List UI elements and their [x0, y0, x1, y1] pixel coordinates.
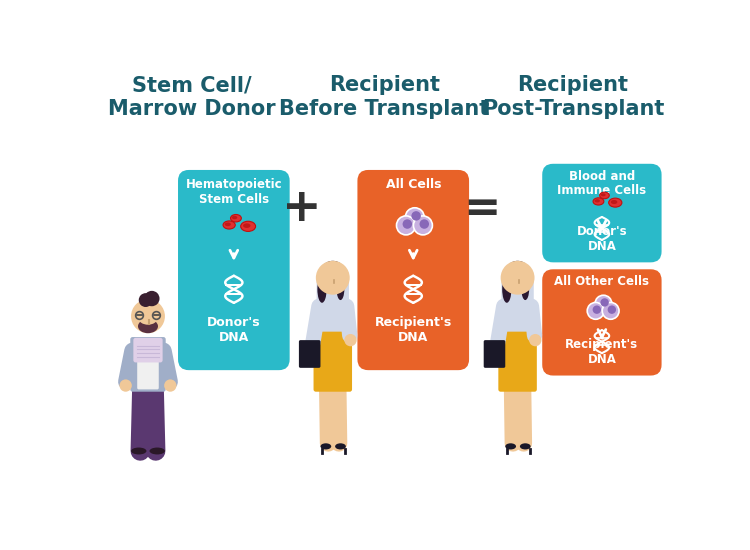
Ellipse shape	[520, 443, 531, 449]
Circle shape	[595, 295, 612, 312]
Ellipse shape	[320, 443, 332, 449]
Circle shape	[397, 216, 416, 235]
Circle shape	[530, 334, 542, 346]
Circle shape	[490, 342, 502, 354]
Ellipse shape	[225, 223, 231, 226]
Circle shape	[601, 298, 609, 307]
FancyBboxPatch shape	[502, 277, 534, 332]
Circle shape	[412, 211, 421, 221]
Ellipse shape	[335, 443, 346, 449]
Text: Blood and
Immune Cells: Blood and Immune Cells	[557, 170, 646, 197]
Circle shape	[419, 219, 429, 229]
Circle shape	[592, 305, 601, 314]
Circle shape	[119, 379, 132, 392]
Text: +: +	[282, 186, 322, 231]
FancyBboxPatch shape	[358, 170, 469, 370]
Text: Donor's
DNA: Donor's DNA	[577, 225, 627, 253]
FancyBboxPatch shape	[542, 270, 662, 376]
Circle shape	[164, 379, 176, 392]
FancyBboxPatch shape	[178, 170, 290, 370]
Text: All Other Cells: All Other Cells	[554, 276, 650, 288]
FancyBboxPatch shape	[299, 340, 320, 368]
Circle shape	[131, 299, 165, 333]
Ellipse shape	[243, 223, 250, 228]
Circle shape	[602, 302, 619, 319]
Text: Donor's
DNA: Donor's DNA	[207, 316, 261, 344]
Circle shape	[305, 342, 317, 354]
FancyBboxPatch shape	[130, 337, 166, 392]
Circle shape	[344, 334, 357, 346]
Ellipse shape	[230, 214, 242, 222]
Text: Recipient's
DNA: Recipient's DNA	[566, 338, 638, 366]
Ellipse shape	[600, 192, 609, 199]
Circle shape	[317, 262, 348, 293]
Ellipse shape	[139, 312, 158, 324]
Ellipse shape	[337, 278, 344, 300]
Ellipse shape	[317, 276, 327, 303]
Ellipse shape	[232, 216, 237, 219]
Circle shape	[501, 261, 535, 295]
Ellipse shape	[506, 261, 530, 281]
Ellipse shape	[521, 278, 530, 300]
Ellipse shape	[138, 320, 158, 333]
Circle shape	[503, 262, 533, 293]
FancyBboxPatch shape	[137, 340, 159, 389]
Circle shape	[405, 208, 424, 227]
FancyBboxPatch shape	[484, 340, 506, 368]
Ellipse shape	[321, 261, 344, 281]
Circle shape	[403, 219, 412, 229]
Text: =: =	[464, 187, 501, 230]
Circle shape	[139, 293, 152, 307]
Circle shape	[587, 302, 604, 319]
Ellipse shape	[241, 221, 256, 232]
Ellipse shape	[595, 199, 600, 202]
Ellipse shape	[610, 200, 617, 204]
Circle shape	[608, 305, 616, 314]
Ellipse shape	[149, 448, 165, 454]
Text: Recipient
Before Transplant: Recipient Before Transplant	[279, 75, 490, 119]
Text: Hematopoietic
Stem Cells: Hematopoietic Stem Cells	[185, 178, 282, 206]
FancyBboxPatch shape	[498, 326, 537, 392]
FancyBboxPatch shape	[314, 326, 352, 392]
Ellipse shape	[506, 443, 516, 449]
FancyBboxPatch shape	[542, 164, 662, 262]
Circle shape	[144, 291, 160, 306]
Ellipse shape	[131, 448, 146, 454]
Text: Stem Cell/
Marrow Donor: Stem Cell/ Marrow Donor	[108, 75, 276, 119]
Ellipse shape	[601, 194, 606, 196]
FancyBboxPatch shape	[134, 338, 163, 362]
Text: Recipient's
DNA: Recipient's DNA	[375, 316, 452, 344]
Ellipse shape	[503, 276, 512, 303]
Ellipse shape	[609, 198, 622, 207]
Text: Recipient
Post-Transplant: Recipient Post-Transplant	[482, 75, 664, 119]
Ellipse shape	[223, 221, 236, 229]
Ellipse shape	[593, 198, 604, 205]
FancyBboxPatch shape	[316, 277, 349, 332]
Text: All Cells: All Cells	[386, 178, 441, 191]
Circle shape	[413, 216, 433, 235]
Circle shape	[316, 261, 350, 295]
